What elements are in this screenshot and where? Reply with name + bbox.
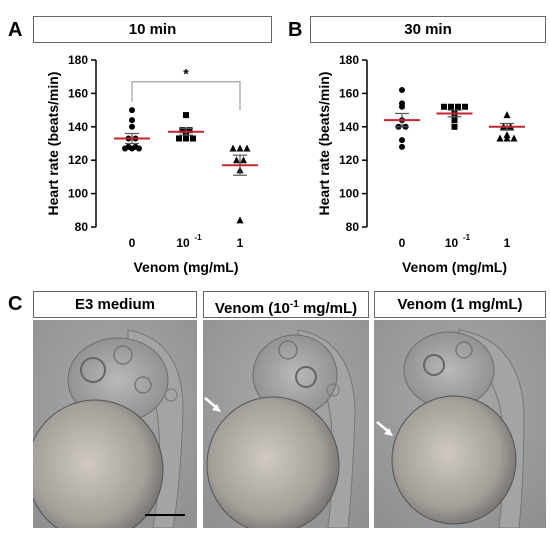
y-tick-label: 120	[339, 153, 359, 167]
significance-star: *	[183, 66, 189, 82]
image-label-venom-tenth: Venom (10-1 mg/mL)	[203, 291, 369, 318]
x-axis-label: Venom (mg/mL)	[402, 259, 507, 275]
data-point-circle	[129, 123, 135, 130]
y-tick-label: 140	[339, 120, 359, 134]
data-point-square	[455, 103, 461, 110]
chart-a: 80 100 120 140 160 180 Heart rate (beats/min) 0…	[45, 53, 258, 275]
x-tick-label: 0	[129, 236, 136, 250]
data-point-circle	[399, 143, 405, 150]
data-point-square	[190, 135, 196, 142]
panel-letter-c: C	[8, 293, 23, 315]
y-tick-label: 140	[68, 120, 88, 134]
data-point-square	[186, 127, 193, 134]
data-point-triangle	[510, 134, 518, 142]
data-point-square	[451, 123, 458, 130]
panel-a-title: 10 min	[33, 16, 272, 43]
panel-letter-b: B	[288, 19, 303, 41]
x-axis-label: Venom (mg/mL)	[133, 259, 238, 275]
y-tick-label: 180	[339, 53, 359, 67]
embryo-photo-e3	[33, 320, 197, 528]
image-label-venom-one: Venom (1 mg/mL)	[374, 291, 546, 318]
data-point-circle	[136, 145, 142, 152]
data-point-triangle	[503, 111, 511, 119]
arrow-icon	[204, 397, 218, 409]
panel-letter-a: A	[8, 19, 23, 41]
y-tick-label: 180	[68, 53, 88, 67]
y-axis-label: Heart rate (beats/min)	[316, 72, 332, 216]
y-tick-label: 80	[75, 220, 89, 234]
embryo-photo-venom-tenth	[203, 320, 369, 528]
x-tick-label: 10	[445, 236, 459, 250]
data-point-triangle	[496, 134, 504, 142]
embryo-photo-venom-one	[374, 320, 546, 528]
x-tick-label: 1	[504, 236, 511, 250]
y-tick-label: 100	[339, 187, 359, 201]
data-point-square	[179, 127, 186, 134]
data-point-square	[441, 103, 447, 110]
x-tick-label: 1	[237, 236, 244, 250]
x-tick-label-exponent: -1	[463, 233, 471, 242]
data-point-square	[451, 117, 458, 124]
data-point-circle	[399, 137, 405, 144]
data-point-circle	[129, 145, 135, 152]
chart-b: 80 100 120 140 160 180 Heart rate (beats/min) 0…	[316, 53, 525, 275]
data-point-square	[183, 135, 189, 142]
x-tick-label-exponent: -1	[194, 233, 202, 242]
y-tick-label: 160	[68, 86, 88, 100]
data-point-triangle	[503, 134, 511, 142]
data-point-circle	[129, 107, 135, 114]
data-point-circle	[399, 87, 405, 94]
x-tick-label: 0	[399, 236, 406, 250]
data-point-square	[462, 103, 468, 110]
y-tick-label: 160	[339, 86, 359, 100]
data-point-square	[183, 112, 189, 119]
y-tick-label: 120	[68, 153, 88, 167]
data-point-triangle	[243, 144, 251, 152]
data-point-triangle	[240, 156, 247, 164]
panel-b-title: 30 min	[310, 16, 546, 43]
data-point-triangle	[229, 144, 237, 152]
arrow-icon	[376, 421, 390, 433]
data-point-square	[176, 135, 182, 142]
data-point-circle	[399, 103, 405, 110]
y-tick-label: 100	[68, 187, 88, 201]
x-tick-label: 10	[176, 236, 190, 250]
data-point-circle	[122, 145, 128, 152]
y-tick-label: 80	[346, 220, 360, 234]
data-point-circle	[129, 117, 135, 124]
image-label-e3: E3 medium	[33, 291, 197, 318]
y-axis-label: Heart rate (beats/min)	[45, 72, 61, 216]
data-point-triangle	[233, 156, 240, 164]
significance-bracket	[131, 81, 241, 111]
data-point-square	[448, 103, 454, 110]
data-point-triangle	[236, 216, 244, 224]
data-point-triangle	[236, 144, 244, 152]
